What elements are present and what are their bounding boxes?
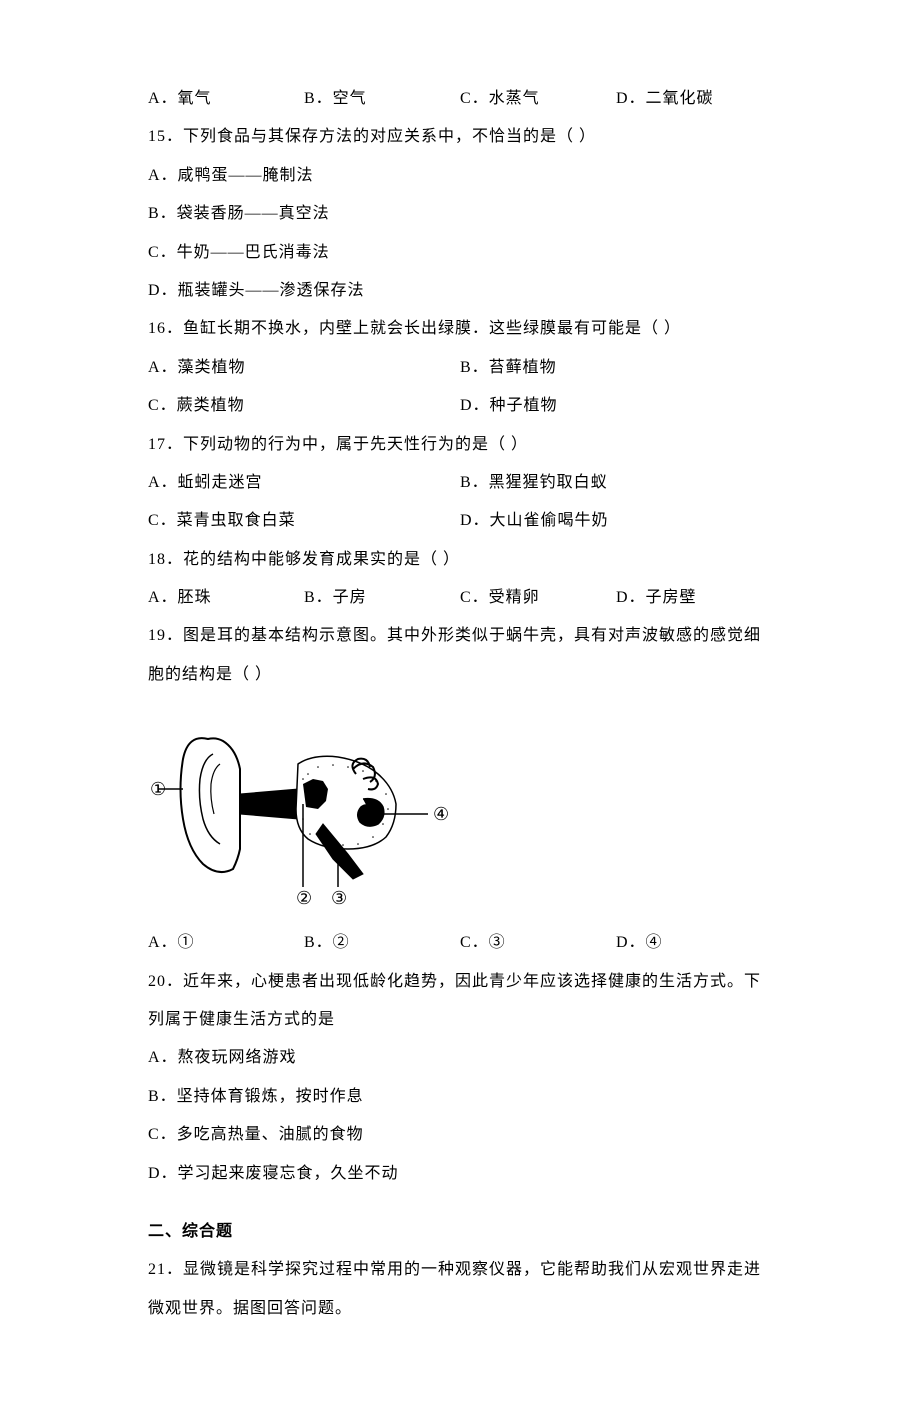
question-15: 15．下列食品与其保存方法的对应关系中，不恰当的是（ ） A．咸鸭蛋——腌制法 … <box>148 118 772 310</box>
option-b: B．黑猩猩钓取白蚁 <box>460 464 772 502</box>
question-stem: 15．下列食品与其保存方法的对应关系中，不恰当的是（ ） <box>148 118 772 156</box>
ear-diagram-svg: ① ② ③ ④ <box>148 709 468 909</box>
option-b: B．② <box>304 924 460 962</box>
ear-canal <box>240 789 303 819</box>
option-a: A．氧气 <box>148 80 304 118</box>
options-row: A．蚯蚓走迷宫 B．黑猩猩钓取白蚁 <box>148 464 772 502</box>
option-d: D．二氧化碳 <box>616 80 772 118</box>
question-18: 18．花的结构中能够发育成果实的是（ ） A．胚珠 B．子房 C．受精卵 D．子… <box>148 541 772 618</box>
question-stem: 21．显微镜是科学探究过程中常用的一种观察仪器，它能帮助我们从宏观世界走进微观世… <box>148 1251 772 1328</box>
question-21: 21．显微镜是科学探究过程中常用的一种观察仪器，它能帮助我们从宏观世界走进微观世… <box>148 1251 772 1328</box>
options-row: A．氧气 B．空气 C．水蒸气 D．二氧化碳 <box>148 80 772 118</box>
question-stem: 18．花的结构中能够发育成果实的是（ ） <box>148 541 772 579</box>
option-c: C．多吃高热量、油腻的食物 <box>148 1116 772 1154</box>
option-c: C．牛奶——巴氏消毒法 <box>148 234 772 272</box>
question-stem: 20．近年来，心梗患者出现低龄化趋势，因此青少年应该选择健康的生活方式。下列属于… <box>148 963 772 1040</box>
question-20: 20．近年来，心梗患者出现低龄化趋势，因此青少年应该选择健康的生活方式。下列属于… <box>148 963 772 1193</box>
option-c: C．受精卵 <box>460 579 616 617</box>
question-stem: 19．图是耳的基本结构示意图。其中外形类似于蜗牛壳，具有对声波敏感的感觉细胞的结… <box>148 617 772 694</box>
options-row: C．菜青虫取食白菜 D．大山雀偷喝牛奶 <box>148 502 772 540</box>
label-1-text: ① <box>150 779 166 799</box>
question-stem: 17．下列动物的行为中，属于先天性行为的是（ ） <box>148 426 772 464</box>
label-3-text: ③ <box>331 888 347 908</box>
option-d: D．子房壁 <box>616 579 772 617</box>
label-2-text: ② <box>296 888 312 908</box>
option-a: A．① <box>148 924 304 962</box>
pinna-shape <box>181 738 241 872</box>
option-d: D．大山雀偷喝牛奶 <box>460 502 772 540</box>
option-c: C．水蒸气 <box>460 80 616 118</box>
option-b: B．袋装香肠——真空法 <box>148 195 772 233</box>
question-stem: 16．鱼缸长期不换水，内壁上就会长出绿膜．这些绿膜最有可能是（ ） <box>148 310 772 348</box>
option-c: C．菜青虫取食白菜 <box>148 502 460 540</box>
option-c: C．③ <box>460 924 616 962</box>
option-d: D．④ <box>616 924 772 962</box>
option-a: A．熬夜玩网络游戏 <box>148 1039 772 1077</box>
section-2-heading: 二、综合题 <box>148 1213 772 1251</box>
option-a: A．胚珠 <box>148 579 304 617</box>
question-19: 19．图是耳的基本结构示意图。其中外形类似于蜗牛壳，具有对声波敏感的感觉细胞的结… <box>148 617 772 962</box>
question-17: 17．下列动物的行为中，属于先天性行为的是（ ） A．蚯蚓走迷宫 B．黑猩猩钓取… <box>148 426 772 541</box>
option-b: B．空气 <box>304 80 460 118</box>
option-b: B．坚持体育锻炼，按时作息 <box>148 1078 772 1116</box>
option-d: D．瓶装罐头——渗透保存法 <box>148 272 772 310</box>
label-4-text: ④ <box>433 804 449 824</box>
options-row: A．藻类植物 B．苔藓植物 <box>148 349 772 387</box>
option-c: C．蕨类植物 <box>148 387 460 425</box>
option-a: A．蚯蚓走迷宫 <box>148 464 460 502</box>
question-16: 16．鱼缸长期不换水，内壁上就会长出绿膜．这些绿膜最有可能是（ ） A．藻类植物… <box>148 310 772 425</box>
ear-diagram: ① ② ③ ④ <box>148 709 468 909</box>
option-a: A．咸鸭蛋——腌制法 <box>148 157 772 195</box>
options-row: A．① B．② C．③ D．④ <box>148 924 772 962</box>
question-14-options: A．氧气 B．空气 C．水蒸气 D．二氧化碳 <box>148 80 772 118</box>
option-d: D．种子植物 <box>460 387 772 425</box>
options-row: C．蕨类植物 D．种子植物 <box>148 387 772 425</box>
option-b: B．子房 <box>304 579 460 617</box>
option-a: A．藻类植物 <box>148 349 460 387</box>
options-row: A．胚珠 B．子房 C．受精卵 D．子房壁 <box>148 579 772 617</box>
option-b: B．苔藓植物 <box>460 349 772 387</box>
option-d: D．学习起来废寝忘食，久坐不动 <box>148 1155 772 1193</box>
